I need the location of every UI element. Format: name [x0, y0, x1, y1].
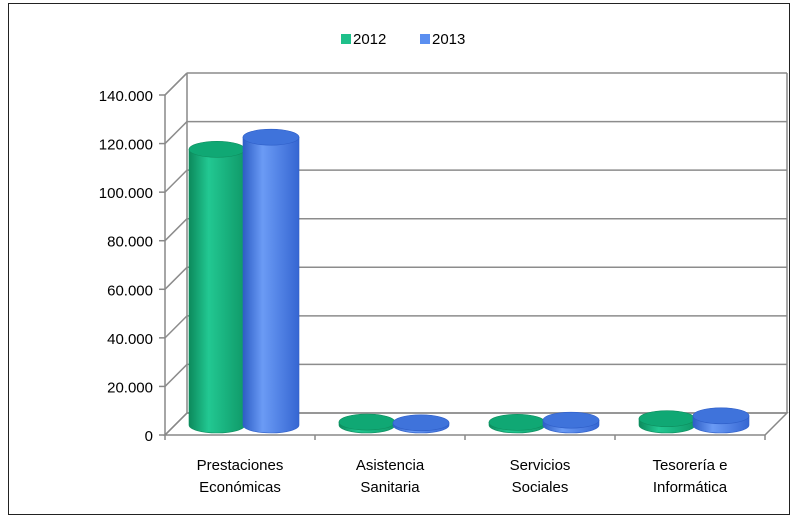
bar-top	[692, 407, 750, 425]
bar-2013-2	[542, 411, 600, 434]
bar-top	[488, 414, 546, 431]
bar-top	[242, 128, 300, 146]
legend: 2012 2013	[341, 31, 465, 48]
gridline-side	[164, 363, 188, 387]
y-tick-label: 60.000	[107, 282, 153, 299]
legend-label-2013: 2013	[432, 31, 465, 48]
y-tick-label: 120.000	[99, 137, 153, 154]
x-category-label: Tesorería e	[652, 457, 727, 474]
gridline-side	[164, 72, 188, 96]
gridline-side	[164, 218, 188, 242]
bar-2012-0	[188, 141, 246, 434]
y-tick-label: 40.000	[107, 331, 153, 348]
legend-swatch-2012	[341, 34, 351, 44]
bar-2012-2	[488, 414, 546, 434]
bar-top	[338, 413, 396, 431]
bar-top	[638, 410, 696, 427]
bar-top	[542, 411, 600, 429]
bar-top	[188, 141, 246, 158]
x-category-label: Sociales	[512, 479, 569, 496]
bar-top	[392, 414, 450, 432]
bar-2013-3	[692, 407, 750, 434]
x-category-label: Económicas	[199, 479, 281, 496]
bar-2013-1	[392, 414, 450, 434]
y-tick-label: 20.000	[107, 379, 153, 396]
y-tick-label: 0	[145, 428, 153, 445]
legend-swatch-2013	[420, 34, 430, 44]
x-category-label: Sanitaria	[360, 479, 420, 496]
gridline-side	[164, 315, 188, 339]
y-axis-ticks: 0 20.000 40.000 60.000 80.000 100.000 120.000 1…	[99, 88, 153, 445]
gridline-side	[164, 169, 188, 193]
y-tick-label: 80.000	[107, 234, 153, 251]
bar-2012-3	[638, 410, 696, 434]
bars	[188, 128, 750, 434]
x-category-label: Informática	[653, 479, 728, 496]
gridline-side	[164, 266, 188, 290]
y-tick-label: 140.000	[99, 88, 153, 105]
x-category-label: Asistencia	[356, 457, 425, 474]
x-category-label: Servicios	[510, 457, 571, 474]
legend-label-2012: 2012	[353, 31, 386, 48]
x-axis-categories: Prestaciones Económicas Asistencia Sanitari…	[197, 457, 728, 496]
bar-2013-0	[242, 128, 300, 434]
gridline-side	[164, 121, 188, 145]
bar-body	[242, 136, 300, 434]
bar-2012-1	[338, 413, 396, 434]
x-category-label: Prestaciones	[197, 457, 284, 474]
bar-body	[188, 149, 246, 434]
floor	[163, 412, 789, 436]
y-tick-label: 100.000	[99, 185, 153, 202]
